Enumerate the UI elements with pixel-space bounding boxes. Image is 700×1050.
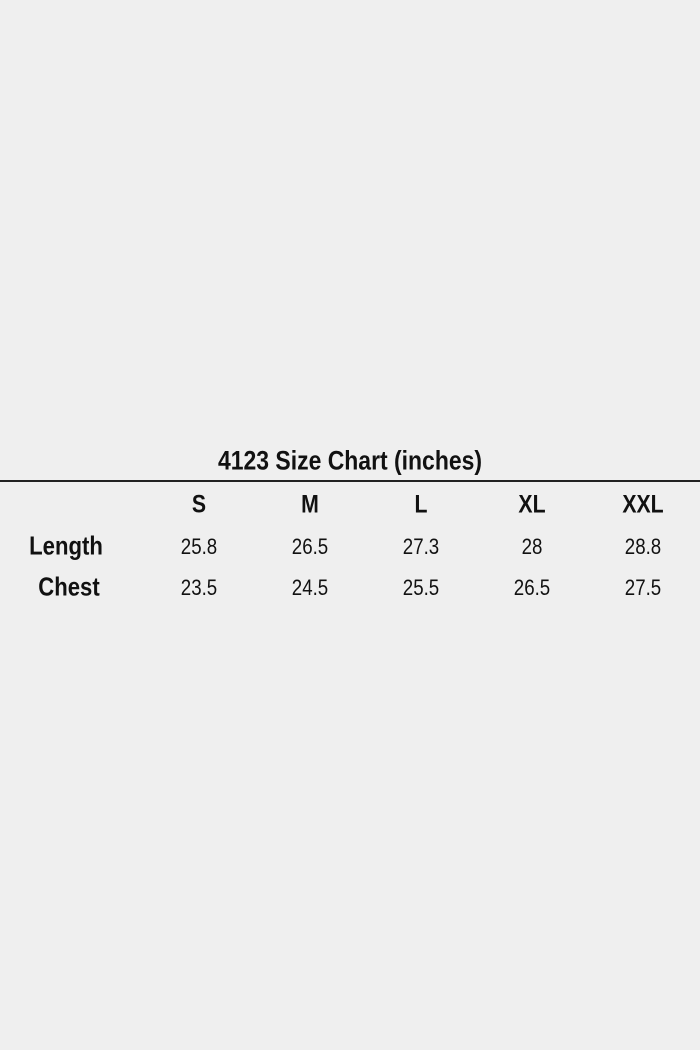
table-cell: 25.8 bbox=[180, 534, 218, 559]
table-cell: 28 bbox=[521, 534, 543, 559]
divider bbox=[0, 480, 700, 482]
table-cell: 23.5 bbox=[180, 575, 218, 600]
column-header: XXL bbox=[622, 490, 664, 519]
page-title: 4123 Size Chart (inches) bbox=[217, 445, 483, 476]
column-header: L bbox=[414, 490, 428, 519]
table-cell: 27.3 bbox=[402, 534, 440, 559]
row-label: Length bbox=[29, 530, 103, 561]
table-cell: 24.5 bbox=[291, 575, 329, 600]
row-label: Chest bbox=[38, 571, 100, 602]
table-cell: 28.8 bbox=[624, 534, 662, 559]
table-cell: 25.5 bbox=[402, 575, 440, 600]
table-cell: 26.5 bbox=[291, 534, 329, 559]
column-header: S bbox=[191, 490, 207, 519]
table-cell: 27.5 bbox=[624, 575, 662, 600]
table-cell: 26.5 bbox=[513, 575, 551, 600]
column-header: M bbox=[301, 490, 319, 519]
column-header: XL bbox=[518, 490, 546, 519]
